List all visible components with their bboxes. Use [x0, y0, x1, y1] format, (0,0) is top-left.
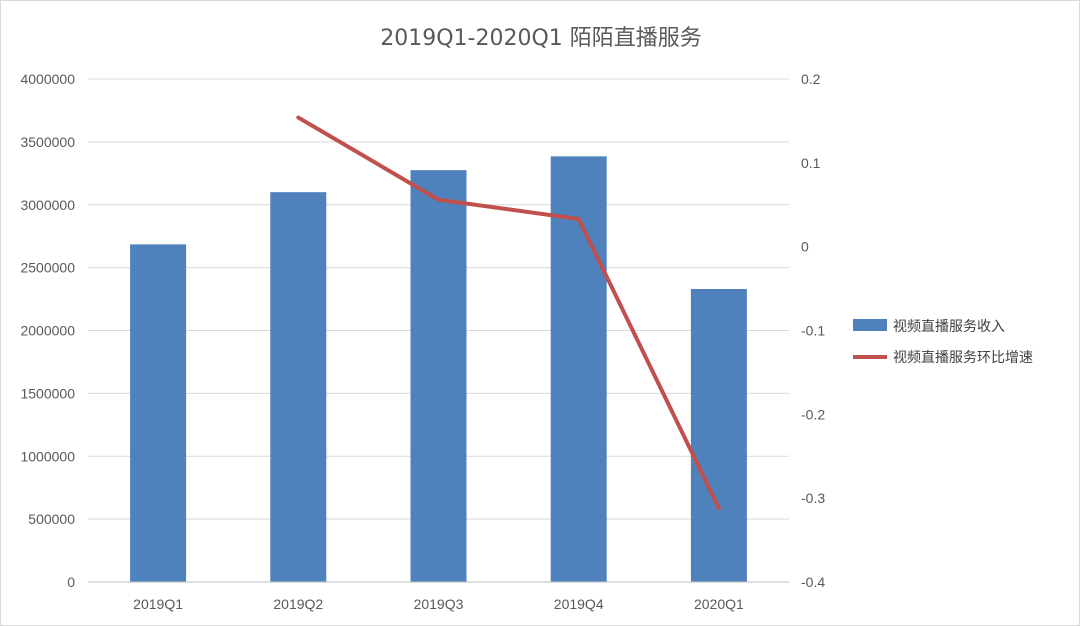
revenue-bar [130, 244, 187, 582]
legend: 视频直播服务收入 视频直播服务环比增速 [853, 318, 1033, 366]
revenue-bar [410, 170, 467, 582]
growth-rate-line [296, 115, 721, 511]
x-tick-label: 2019Q3 [414, 596, 464, 612]
x-axis: 2019Q1 2019Q2 2019Q3 2019Q4 2020Q1 [88, 581, 789, 612]
left-tick-label: 1500000 [20, 385, 75, 401]
left-tick-label: 2500000 [20, 260, 75, 276]
left-tick-label: 3500000 [20, 134, 75, 150]
legend-bar-swatch [853, 319, 887, 331]
left-tick-label: 4000000 [20, 71, 75, 87]
left-axis: 0 500000 1000000 1500000 2000000 2500000 30000… [20, 71, 75, 590]
left-tick-label: 2000000 [20, 323, 75, 339]
right-tick-label: 0.2 [801, 71, 821, 87]
left-tick-label: 3000000 [20, 197, 75, 213]
right-tick-label: 0 [801, 239, 809, 255]
revenue-bar [270, 192, 327, 583]
right-tick-label: 0.1 [801, 155, 821, 171]
chart-title: 2019Q1-2020Q1 陌陌直播服务 [380, 26, 702, 51]
x-tick-label: 2019Q4 [554, 596, 604, 612]
left-tick-label: 0 [67, 574, 75, 590]
right-tick-label: -0.4 [801, 574, 825, 590]
x-tick-label: 2020Q1 [694, 596, 744, 612]
right-tick-label: -0.3 [801, 490, 825, 506]
right-tick-label: -0.1 [801, 323, 825, 339]
left-tick-label: 1000000 [20, 448, 75, 464]
x-tick-label: 2019Q1 [133, 596, 183, 612]
right-tick-label: -0.2 [801, 406, 825, 422]
revenue-bar [690, 289, 747, 582]
revenue-bar [550, 156, 607, 582]
legend-line-label: 视频直播服务环比增速 [893, 349, 1033, 366]
line-layer [296, 115, 721, 511]
x-tick-label: 2019Q2 [273, 596, 323, 612]
right-axis: -0.4 -0.3 -0.2 -0.1 0 0.1 0.2 [801, 71, 825, 590]
bar-layer [130, 156, 747, 583]
left-tick-label: 500000 [28, 511, 75, 527]
legend-bar-label: 视频直播服务收入 [893, 318, 1005, 335]
